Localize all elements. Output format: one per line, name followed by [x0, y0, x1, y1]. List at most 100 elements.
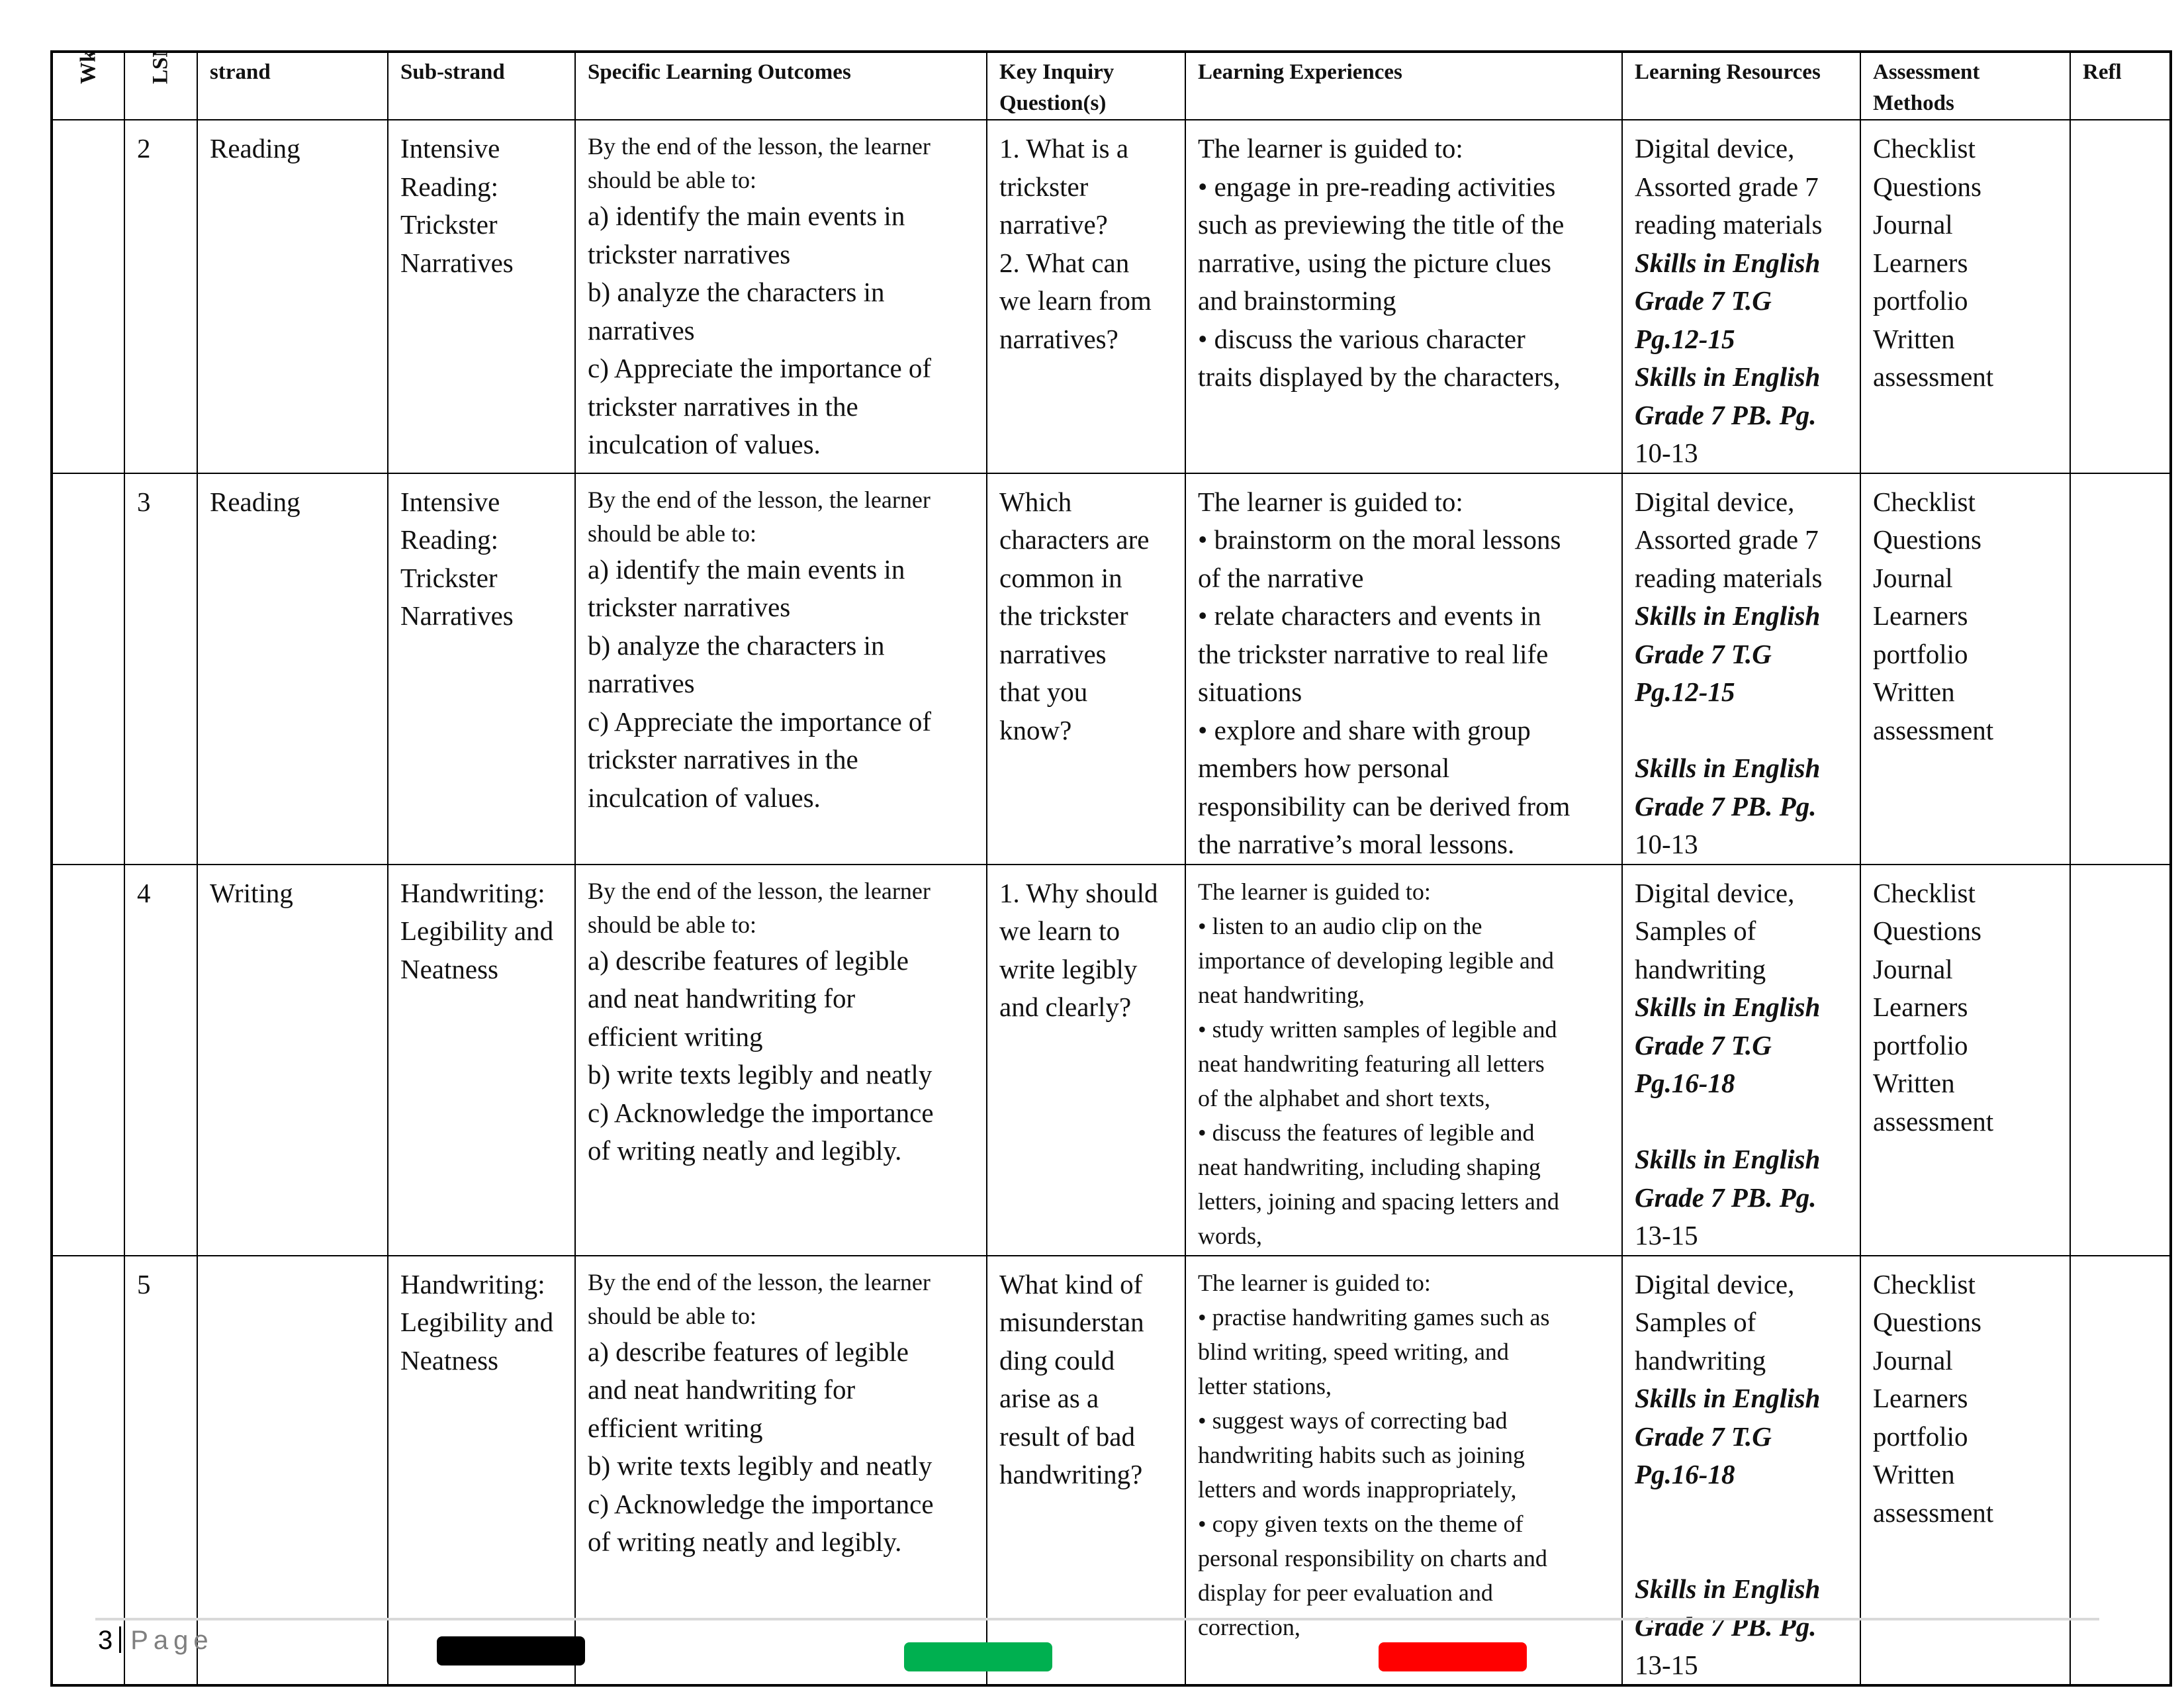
- header-label: LSN: [148, 52, 173, 84]
- cell-line: Checklist: [1873, 1268, 1976, 1299]
- cell-substrand: Intensive Reading: Trickster Narratives: [387, 119, 576, 474]
- cell-strand: Writing: [197, 863, 388, 1256]
- cell-experiences: The learner is guided to: • practise hand…: [1185, 1254, 1623, 1686]
- cell-line: and clearly?: [999, 992, 1132, 1022]
- cell-line: blind writing, speed writing, and: [1198, 1338, 1509, 1365]
- cell-kiq: What kind of misunderstan ding could arise …: [986, 1254, 1186, 1686]
- cell-line: neat handwriting,: [1198, 981, 1365, 1008]
- header-row: Wk LSN strand Sub-strand Specific Learning O…: [51, 51, 2171, 120]
- cell-line: assessment: [1873, 1497, 1994, 1528]
- cell-line: By the end of the lesson, the learner: [588, 133, 931, 160]
- cell-line: letters and words inappropriately,: [1198, 1476, 1517, 1503]
- cell-line: trickster narratives in the: [588, 744, 858, 774]
- cell-line: Skills in English: [1635, 600, 1821, 631]
- cell-line: The learner is guided to:: [1198, 486, 1463, 517]
- cell-line: portfolio: [1873, 1421, 1968, 1452]
- header-label: Refl: [2083, 60, 2122, 84]
- header-strand: strand: [197, 51, 388, 120]
- cell-refl: [2070, 1254, 2171, 1686]
- cell-line: b) analyze the characters in: [588, 277, 885, 307]
- cell-line: Skills in English: [1635, 1144, 1821, 1174]
- cell-line: Assorted grade 7: [1635, 171, 1819, 202]
- scheme-of-work-table: Wk LSN strand Sub-strand Specific Learning O…: [50, 50, 2172, 1687]
- cell-line: we learn to: [999, 915, 1120, 946]
- cell-line: characters are: [999, 524, 1150, 555]
- cell-line: Learners: [1873, 992, 1968, 1022]
- header-label: Sub-strand: [400, 60, 505, 84]
- cell-line: of the narrative: [1198, 562, 1364, 593]
- cell-line: assessment: [1873, 714, 1994, 745]
- cell-strand: Reading: [197, 119, 388, 474]
- cell-line: Learners: [1873, 600, 1968, 631]
- cell-lsn: 5: [124, 1254, 198, 1686]
- cell-line: and neat handwriting for: [588, 1374, 856, 1405]
- cell-line: Digital device,: [1635, 133, 1795, 164]
- cell-line: [1635, 712, 1848, 750]
- cell-line: Legibility and: [400, 915, 554, 946]
- cell-line: importance of developing legible and: [1198, 947, 1554, 974]
- cell-line: Questions: [1873, 171, 1981, 202]
- header-resources: Learning Resources: [1621, 51, 1861, 120]
- cell-line: narrative, using the picture clues: [1198, 247, 1551, 278]
- cell-line: b) write texts legibly and neatly: [588, 1450, 933, 1481]
- cell-line: Reading: [210, 133, 300, 164]
- page-number-value: 3: [98, 1626, 113, 1655]
- cell-line: Handwriting:: [400, 1268, 545, 1299]
- cell-line: • discuss the various character: [1198, 323, 1525, 354]
- cell-strand: Reading: [197, 472, 388, 865]
- cell-line: know?: [999, 714, 1072, 745]
- cell-line: 1. What is a: [999, 133, 1129, 164]
- cell-line: and neat handwriting for: [588, 983, 856, 1013]
- header-label: Assessment Methods: [1873, 60, 1980, 115]
- cell-line: By the end of the lesson, the learner: [588, 877, 931, 904]
- header-label: Learning Experiences: [1198, 60, 1402, 84]
- cell-line: Pg.16-18: [1635, 1459, 1735, 1489]
- cell-line: Digital device,: [1635, 1268, 1795, 1299]
- cell-line: Narratives: [400, 247, 514, 278]
- cell-line: 1. Why should: [999, 877, 1158, 908]
- cell-line: Grade 7 T.G: [1635, 638, 1772, 669]
- cell-line: 5: [137, 1268, 151, 1299]
- header-assessment: Assessment Methods: [1860, 51, 2071, 120]
- cell-line: Journal: [1873, 562, 1953, 593]
- cell-line: trickster: [999, 171, 1089, 202]
- cell-substrand: Intensive Reading: Trickster Narratives: [387, 472, 576, 865]
- cell-line: should be able to:: [588, 167, 756, 193]
- cell-line: 2: [137, 133, 151, 164]
- cell-substrand: Handwriting: Legibility and Neatness: [387, 1254, 576, 1686]
- cell-line: Grade 7 T.G: [1635, 285, 1772, 316]
- cell-line: narratives: [588, 314, 695, 346]
- cell-line: Narratives: [400, 600, 514, 631]
- green-swatch: [904, 1642, 1052, 1671]
- cell-outcomes: By the end of the lesson, the learner sho…: [574, 119, 987, 474]
- cell-line: the trickster narrative to real life: [1198, 638, 1549, 669]
- black-swatch: [437, 1636, 585, 1665]
- cell-line: By the end of the lesson, the learner: [588, 1268, 931, 1295]
- cell-line: narratives?: [999, 323, 1118, 354]
- cell-line: • discuss the features of legible and: [1198, 1119, 1535, 1146]
- header-outcomes: Specific Learning Outcomes: [574, 51, 987, 120]
- cell-line: c) Acknowledge the importance: [588, 1097, 934, 1128]
- cell-line: of writing neatly and legibly.: [588, 1526, 902, 1557]
- cell-line: a) describe features of legible: [588, 945, 909, 976]
- cell-line: Questions: [1873, 524, 1981, 555]
- cell-line: handwriting: [1635, 953, 1766, 984]
- cell-line: result of bad: [999, 1421, 1135, 1452]
- header-substrand: Sub-strand: [387, 51, 576, 120]
- cell-line: 2. What can: [999, 247, 1130, 278]
- cell-strand: [197, 1254, 388, 1686]
- cell-refl: [2070, 119, 2171, 474]
- cell-line: Skills in English: [1635, 1383, 1821, 1413]
- cell-line: Intensive: [400, 133, 500, 164]
- cell-line: • practise handwriting games such as: [1198, 1303, 1550, 1331]
- header-experiences: Learning Experiences: [1185, 51, 1623, 120]
- cell-line: Reading: [210, 486, 300, 517]
- cell-line: • suggest ways of correcting bad: [1198, 1407, 1508, 1434]
- cell-wk: [51, 472, 125, 865]
- cell-experiences: The learner is guided to: • listen to an …: [1185, 863, 1623, 1256]
- cell-line: handwriting: [1635, 1344, 1766, 1376]
- cell-line: By the end of the lesson, the learner: [588, 486, 931, 513]
- cell-line: handwriting?: [999, 1459, 1143, 1489]
- cell-line: Intensive: [400, 486, 500, 517]
- header-label: strand: [210, 60, 271, 84]
